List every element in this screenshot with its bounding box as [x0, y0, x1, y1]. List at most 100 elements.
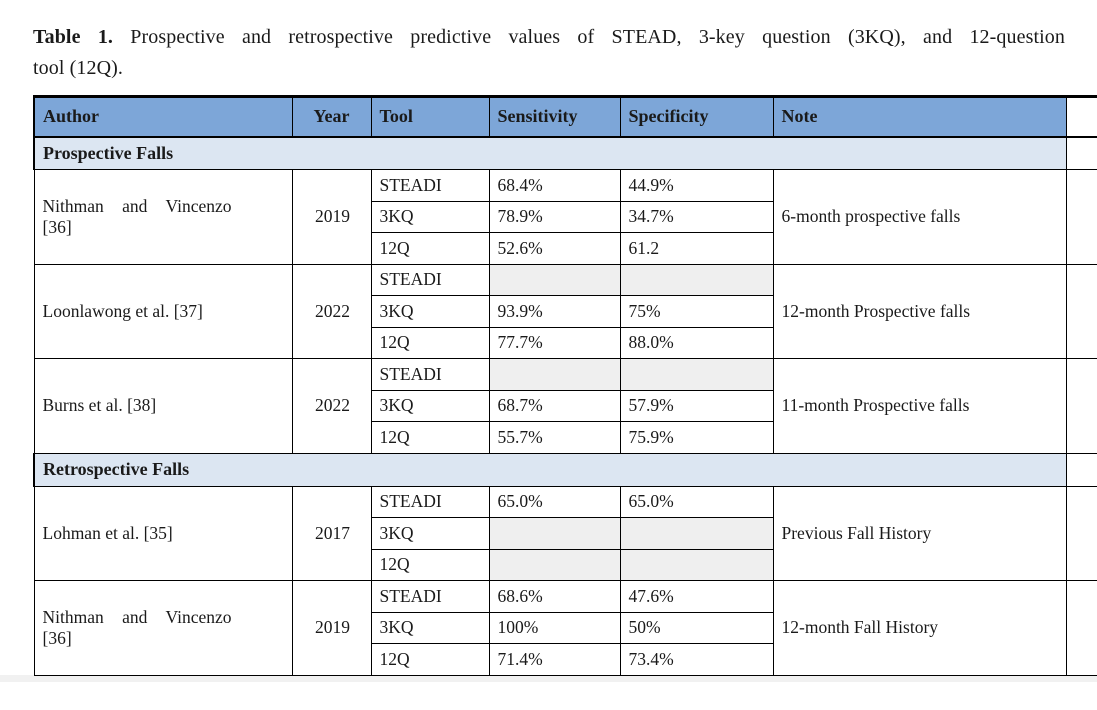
- tool-cell: 12Q: [370, 326, 490, 359]
- header-row: Author Year Tool Sensitivity Specificity…: [33, 96, 1097, 138]
- col-header-author: Author: [33, 96, 293, 138]
- sensitivity-cell: 65.0%: [488, 485, 621, 518]
- sensitivity-cell: 71.4%: [488, 643, 621, 676]
- table-edge-spacer: [1065, 358, 1097, 454]
- specificity-cell: 88.0%: [619, 326, 774, 359]
- table-row: 12Q 55.7% 75.9%: [34, 421, 1097, 454]
- year-cell: 2022: [291, 358, 372, 454]
- table-row: Burns et al. [38] 2022 STEADI 11-month P…: [33, 358, 1097, 454]
- tool-cell: STEADI: [370, 263, 490, 296]
- tool-cell: 3KQ: [370, 389, 490, 422]
- table-caption-line2: tool (12Q).: [33, 57, 123, 79]
- tool-cell: 12Q: [370, 548, 490, 581]
- note-cell: 12-month Prospective falls: [772, 263, 1067, 359]
- col-header-sensitivity: Sensitivity: [488, 96, 621, 138]
- specificity-cell-empty: [619, 548, 774, 581]
- specificity-cell: 61.2: [619, 232, 774, 265]
- table-edge-spacer: [1065, 96, 1097, 138]
- table-row: Nithman and Vincenzo [36] 2019 STEADI 68…: [33, 169, 1097, 265]
- sensitivity-cell-empty: [488, 548, 621, 581]
- tool-cell: 3KQ: [370, 611, 490, 644]
- table-edge-spacer: [1065, 169, 1097, 265]
- table-row: 12Q 71.4% 73.4%: [34, 643, 1097, 676]
- table-row: 3KQ 68.7% 57.9%: [34, 389, 1097, 422]
- specificity-cell: 50%: [619, 611, 774, 644]
- author-cell: Lohman et al. [35]: [33, 485, 293, 581]
- tool-cell: STEADI: [370, 485, 490, 518]
- tool-cell: 3KQ: [370, 200, 490, 233]
- sensitivity-cell-empty: [488, 358, 621, 391]
- specificity-cell: 73.4%: [619, 643, 774, 676]
- author-cell: Nithman and Vincenzo [36]: [33, 580, 293, 676]
- table-edge-spacer: [1065, 263, 1097, 359]
- table-row: 12Q: [34, 548, 1097, 581]
- sensitivity-cell: 68.4%: [488, 169, 621, 202]
- sensitivity-cell-empty: [488, 263, 621, 296]
- author-cell: Nithman and Vincenzo [36]: [33, 169, 293, 265]
- year-cell: 2022: [291, 263, 372, 359]
- table-row: 12Q 52.6% 61.2: [34, 232, 1097, 265]
- sensitivity-cell: 68.7%: [488, 389, 621, 422]
- table-edge-spacer: [1065, 136, 1097, 170]
- tool-cell: 12Q: [370, 643, 490, 676]
- col-header-note: Note: [772, 96, 1067, 138]
- specificity-cell: 75.9%: [619, 421, 774, 454]
- note-cell: 6-month prospective falls: [772, 169, 1067, 265]
- table-row: 12Q 77.7% 88.0%: [34, 326, 1097, 359]
- note-cell: 11-month Prospective falls: [772, 358, 1067, 454]
- table-row: 3KQ 78.9% 34.7%: [34, 200, 1097, 233]
- table-row: 3KQ 93.9% 75%: [34, 295, 1097, 328]
- author-cell: Loonlawong et al. [37]: [33, 263, 293, 359]
- table-caption-line1: Table 1. Prospective and retrospective p…: [33, 22, 1065, 53]
- table-edge-spacer: [1065, 452, 1097, 487]
- specificity-cell-empty: [619, 517, 774, 550]
- table-row: Lohman et al. [35] 2017 STEADI 65.0% 65.…: [33, 485, 1097, 581]
- section-label: Prospective Falls: [33, 136, 1067, 170]
- table-caption: Table 1. Prospective and retrospective p…: [33, 22, 1065, 84]
- specificity-cell-empty: [619, 263, 774, 296]
- specificity-cell: 34.7%: [619, 200, 774, 233]
- col-header-tool: Tool: [370, 96, 490, 138]
- sensitivity-cell: 52.6%: [488, 232, 621, 265]
- sensitivity-cell: 78.9%: [488, 200, 621, 233]
- specificity-cell: 65.0%: [619, 485, 774, 518]
- results-table: Author Year Tool Sensitivity Specificity…: [33, 95, 1097, 676]
- year-cell: 2019: [291, 580, 372, 676]
- col-header-specificity: Specificity: [619, 96, 774, 138]
- section-label: Retrospective Falls: [33, 452, 1067, 487]
- sensitivity-cell: 77.7%: [488, 326, 621, 359]
- sensitivity-cell: 55.7%: [488, 421, 621, 454]
- specificity-cell: 44.9%: [619, 169, 774, 202]
- note-cell: 12-month Fall History: [772, 580, 1067, 676]
- sensitivity-cell: 100%: [488, 611, 621, 644]
- sensitivity-cell: 68.6%: [488, 580, 621, 613]
- tool-cell: STEADI: [370, 358, 490, 391]
- sensitivity-cell-empty: [488, 517, 621, 550]
- specificity-cell: 47.6%: [619, 580, 774, 613]
- tool-cell: 12Q: [370, 421, 490, 454]
- page-edge-shadow: [0, 675, 1097, 682]
- year-cell: 2019: [291, 169, 372, 265]
- section-row-retrospective: Retrospective Falls: [33, 452, 1097, 487]
- author-cell: Burns et al. [38]: [33, 358, 293, 454]
- specificity-cell: 57.9%: [619, 389, 774, 422]
- section-row-prospective: Prospective Falls: [33, 136, 1097, 170]
- tool-cell: 3KQ: [370, 295, 490, 328]
- table-row: Loonlawong et al. [37] 2022 STEADI 12-mo…: [33, 263, 1097, 359]
- table-row: Nithman and Vincenzo [36] 2019 STEADI 68…: [33, 580, 1097, 676]
- col-header-year: Year: [291, 96, 372, 138]
- tool-cell: STEADI: [370, 169, 490, 202]
- table-row: 3KQ: [34, 517, 1097, 550]
- sensitivity-cell: 93.9%: [488, 295, 621, 328]
- table-caption-text: Prospective and retrospective predictive…: [130, 26, 1065, 48]
- tool-cell: STEADI: [370, 580, 490, 613]
- tool-cell: 3KQ: [370, 517, 490, 550]
- table-caption-label: Table 1.: [33, 26, 114, 48]
- note-cell: Previous Fall History: [772, 485, 1067, 581]
- table-edge-spacer: [1065, 580, 1097, 676]
- tool-cell: 12Q: [370, 232, 490, 265]
- table-row: 3KQ 100% 50%: [34, 611, 1097, 644]
- specificity-cell: 75%: [619, 295, 774, 328]
- table-edge-spacer: [1065, 485, 1097, 581]
- specificity-cell-empty: [619, 358, 774, 391]
